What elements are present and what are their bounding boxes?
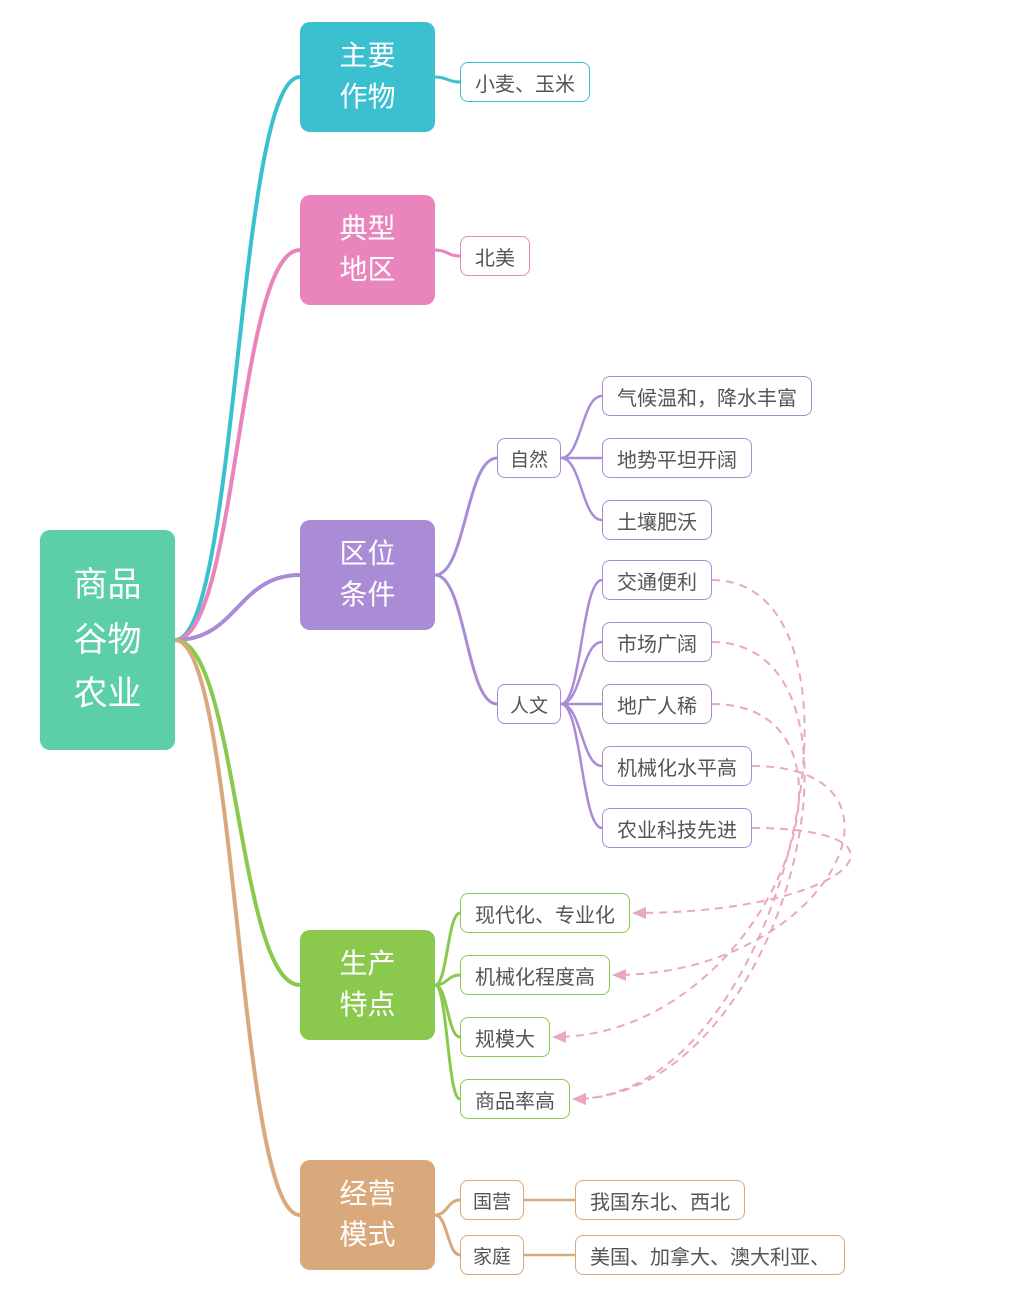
sub-conditions-1: 人文 — [497, 684, 561, 724]
leaf-conditions-1-3: 机械化水平高 — [602, 746, 752, 786]
sub-conditions-0-label: 自然 — [510, 445, 548, 472]
branch-crops-label: 主要 作物 — [339, 36, 395, 117]
sub-mode-1: 家庭 — [460, 1235, 524, 1275]
branch-region: 典型 地区 — [300, 195, 435, 305]
leaf-conditions-1-4-label: 农业科技先进 — [617, 814, 737, 843]
branch-production: 生产 特点 — [300, 930, 435, 1040]
leaf-conditions-1-2-label: 地广人稀 — [617, 690, 697, 719]
leaf-conditions-0-2: 土壤肥沃 — [602, 500, 712, 540]
leaf-conditions-1-0-label: 交通便利 — [617, 566, 697, 595]
leaf-conditions-1-3-label: 机械化水平高 — [617, 752, 737, 781]
leaf-conditions-0-0-label: 气候温和，降水丰富 — [617, 382, 797, 411]
branch-crops: 主要 作物 — [300, 22, 435, 132]
leaf-crops-0: 小麦、玉米 — [460, 62, 590, 102]
leaf-conditions-1-1-label: 市场广阔 — [617, 628, 697, 657]
leaf-mode-0-0-label: 我国东北、西北 — [590, 1186, 730, 1215]
leaf-region-0-label: 北美 — [475, 242, 515, 271]
branch-conditions: 区位 条件 — [300, 520, 435, 630]
sub-mode-0-label: 国营 — [473, 1187, 511, 1214]
leaf-crops-0-label: 小麦、玉米 — [475, 68, 575, 97]
leaf-conditions-0-1-label: 地势平坦开阔 — [617, 444, 737, 473]
branch-region-label: 典型 地区 — [339, 209, 395, 290]
leaf-conditions-0-0: 气候温和，降水丰富 — [602, 376, 812, 416]
sub-mode-0: 国营 — [460, 1180, 524, 1220]
leaf-production-2: 规模大 — [460, 1017, 550, 1057]
leaf-conditions-0-2-label: 土壤肥沃 — [617, 506, 697, 535]
branch-conditions-label: 区位 条件 — [339, 534, 395, 615]
leaf-production-0: 现代化、专业化 — [460, 893, 630, 933]
leaf-conditions-1-0: 交通便利 — [602, 560, 712, 600]
leaf-conditions-1-1: 市场广阔 — [602, 622, 712, 662]
sub-conditions-0: 自然 — [497, 438, 561, 478]
branch-production-label: 生产 特点 — [339, 944, 395, 1025]
branch-mode: 经营 模式 — [300, 1160, 435, 1270]
leaf-production-2-label: 规模大 — [475, 1023, 535, 1052]
leaf-mode-0-0: 我国东北、西北 — [575, 1180, 745, 1220]
leaf-conditions-0-1: 地势平坦开阔 — [602, 438, 752, 478]
leaf-production-3: 商品率高 — [460, 1079, 570, 1119]
leaf-production-1: 机械化程度高 — [460, 955, 610, 995]
leaf-region-0: 北美 — [460, 236, 530, 276]
leaf-mode-1-0-label: 美国、加拿大、澳大利亚、 — [590, 1241, 830, 1270]
leaf-production-3-label: 商品率高 — [475, 1085, 555, 1114]
leaf-production-0-label: 现代化、专业化 — [475, 899, 615, 928]
leaf-mode-1-0: 美国、加拿大、澳大利亚、 — [575, 1235, 845, 1275]
root-node: 商品 谷物 农业 — [40, 530, 175, 750]
root-node-label: 商品 谷物 农业 — [74, 558, 142, 721]
branch-mode-label: 经营 模式 — [339, 1174, 395, 1255]
sub-mode-1-label: 家庭 — [473, 1242, 511, 1269]
leaf-production-1-label: 机械化程度高 — [475, 961, 595, 990]
leaf-conditions-1-4: 农业科技先进 — [602, 808, 752, 848]
leaf-conditions-1-2: 地广人稀 — [602, 684, 712, 724]
sub-conditions-1-label: 人文 — [510, 691, 548, 718]
